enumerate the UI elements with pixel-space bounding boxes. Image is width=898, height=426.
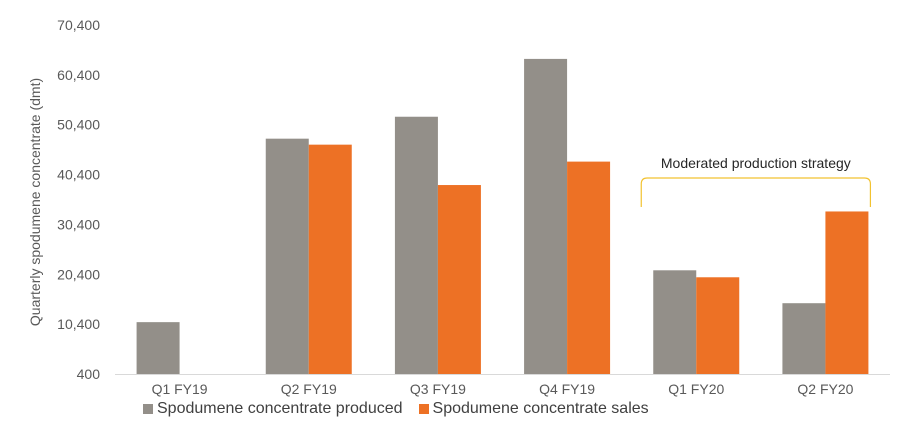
x-tick-label: Q3 FY19 — [410, 381, 466, 397]
x-axis-ticks: Q1 FY19 Q2 FY19 Q3 FY19 Q4 FY19 Q1 FY20 Q2 FY… — [152, 381, 854, 397]
bar-sales — [308, 144, 352, 374]
y-tick-label: 400 — [77, 366, 101, 382]
y-tick-label: 20,400 — [57, 266, 100, 282]
bar-produced — [653, 270, 697, 374]
bar-sales — [567, 161, 611, 374]
y-tick-label: 30,400 — [57, 216, 100, 232]
legend-item-produced: Spodumene concentrate produced — [143, 400, 403, 418]
bar-produced — [524, 58, 568, 374]
y-tick-label: 60,400 — [57, 67, 100, 83]
bars — [136, 58, 869, 374]
x-tick-label: Q2 FY20 — [797, 381, 853, 397]
annotation: Moderated production strategy — [640, 155, 872, 207]
bar-produced — [136, 322, 180, 374]
bar-sales — [825, 211, 869, 374]
bar-produced — [265, 138, 309, 374]
y-tick-label: 10,400 — [57, 316, 100, 332]
legend-swatch-produced — [143, 404, 153, 414]
bar-sales — [696, 277, 740, 374]
y-tick-label: 70,400 — [57, 17, 100, 33]
x-tick-label: Q1 FY20 — [668, 381, 724, 397]
bar-produced — [782, 303, 826, 374]
x-tick-label: Q1 FY19 — [152, 381, 208, 397]
legend-swatch-sales — [418, 404, 429, 414]
bar-sales — [437, 185, 481, 374]
legend-item-sales: Spodumene concentrate sales — [418, 400, 649, 418]
y-axis-title: Quarterly spodumene concentrate (dmt) — [27, 78, 43, 326]
x-tick-label: Q4 FY19 — [539, 381, 595, 397]
y-tick-label: 40,400 — [57, 167, 100, 183]
annotation-text: Moderated production strategy — [661, 155, 851, 171]
y-tick-label: 50,400 — [57, 117, 100, 133]
legend-label-sales: Spodumene concentrate sales — [432, 400, 649, 417]
annotation-bracket — [640, 177, 872, 207]
legend: Spodumene concentrate produced Spodumene… — [143, 400, 665, 418]
y-axis-ticks: 400 10,400 20,400 30,400 40,400 50,400 60,400 7… — [57, 17, 100, 382]
legend-label-produced: Spodumene concentrate produced — [157, 400, 403, 417]
bar-produced — [394, 116, 438, 374]
x-tick-label: Q2 FY19 — [281, 381, 337, 397]
